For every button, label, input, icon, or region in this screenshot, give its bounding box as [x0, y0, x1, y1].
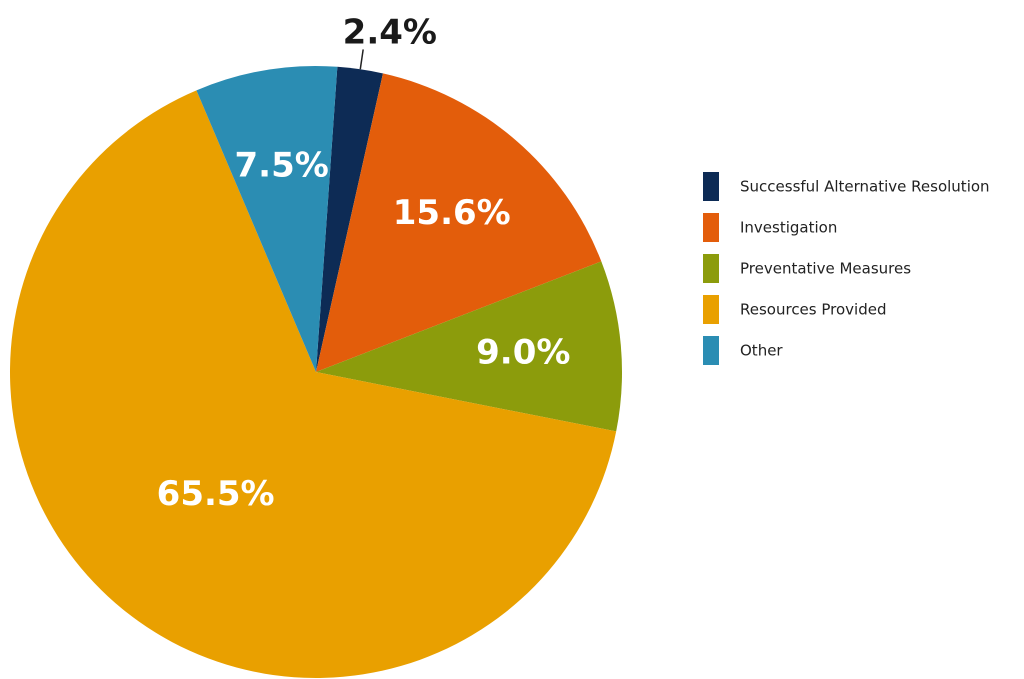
data-label: 2.4% [343, 12, 437, 52]
legend-swatch [703, 213, 719, 242]
legend-label: Preventative Measures [740, 260, 911, 278]
pie-slice [316, 261, 622, 432]
legend-swatch [703, 336, 719, 365]
pie-slice [316, 73, 602, 373]
pie-slice [196, 66, 338, 372]
legend-swatch [703, 172, 719, 201]
pie-slice [316, 66, 383, 373]
leader-line [359, 49, 364, 70]
data-label: 7.5% [235, 145, 329, 185]
data-label: 65.5% [157, 474, 275, 514]
legend-label: Investigation [740, 219, 837, 237]
data-label: 9.0% [476, 332, 570, 372]
legend-swatch [703, 295, 719, 324]
pie-slice [10, 90, 617, 679]
legend-label: Resources Provided [740, 301, 886, 319]
data-label: 15.6% [393, 193, 511, 233]
legend-swatch [703, 254, 719, 283]
legend-label: Successful Alternative Resolution [740, 178, 990, 196]
legend-label: Other [740, 342, 783, 360]
